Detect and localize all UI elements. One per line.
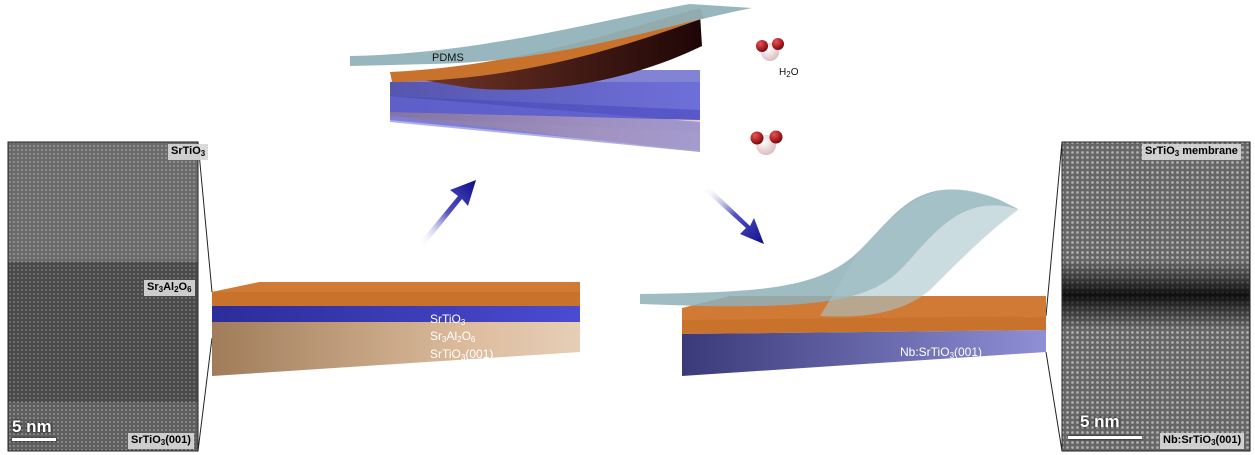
initial-stack — [212, 282, 580, 376]
pdms-label: PDMS — [432, 52, 464, 64]
scale-bar — [12, 438, 56, 441]
lift-off-stack — [350, 4, 752, 152]
srtio3-film-layer — [212, 292, 580, 306]
transfer-stack — [640, 189, 1046, 376]
stem-label-nb-substrate: Nb:SrTiO3(001) — [1160, 433, 1245, 450]
layer-label-nb-substrate: Nb:SrTiO3(001) — [900, 345, 983, 360]
right-zoom-line-top — [1045, 141, 1063, 317]
water-label: H2O — [779, 67, 799, 79]
left-stem-image — [7, 141, 199, 452]
scale-bar — [1068, 436, 1142, 439]
scale-bar-label: 5 nm — [1080, 412, 1120, 431]
process-arrow-icon — [704, 186, 764, 244]
layer-label-srtio3: SrTiO3 — [430, 312, 466, 327]
stem-label-srtio3: SrTiO3 — [168, 144, 209, 161]
layer-label-sao: Sr3Al2O6 — [430, 329, 476, 344]
scale-bar-label: 5 nm — [12, 417, 52, 436]
water-molecule-icon — [750, 130, 783, 155]
stem-label-membrane: SrTiO3 membrane — [1142, 144, 1241, 161]
layer-label-substrate: SrTiO3(001) — [430, 347, 494, 362]
nb-srtio3-substrate-layer — [682, 330, 1046, 376]
right-zoom-line-bottom — [1045, 351, 1063, 452]
stem-label-substrate: SrTiO3(001) — [128, 433, 194, 450]
transferred-membrane-layer — [682, 316, 1046, 334]
water-molecule-icon — [756, 38, 784, 61]
process-arrow-icon — [420, 180, 476, 246]
pdms-sheet — [350, 4, 752, 66]
left-zoom-line-bottom — [197, 337, 213, 452]
left-zoom-line-top — [197, 141, 213, 293]
sao-sacrificial-layer — [212, 306, 580, 322]
stem-label-sao: Sr3Al2O6 — [144, 280, 195, 297]
right-stem-image — [1061, 141, 1251, 452]
srtio3-substrate-layer — [212, 322, 580, 376]
